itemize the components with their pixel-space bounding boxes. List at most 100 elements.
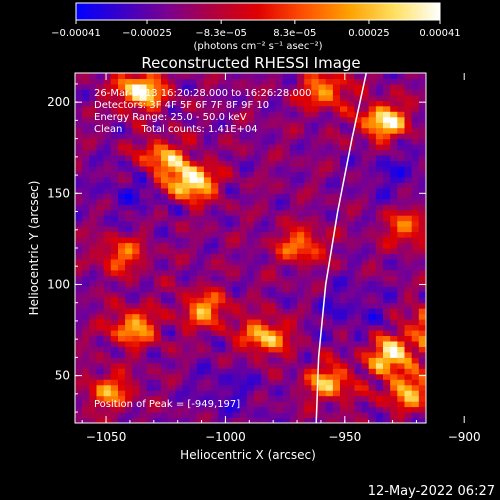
- heatmap-cell: [418, 138, 426, 145]
- heatmap-cell: [182, 133, 191, 140]
- heatmap-cell: [89, 94, 97, 101]
- heatmap-cell: [146, 144, 155, 151]
- heatmap-cell: [118, 237, 126, 244]
- heatmap-cell: [368, 193, 377, 200]
- heatmap-cell: [383, 122, 391, 129]
- heatmap-cell: [246, 231, 255, 238]
- heatmap-cell: [82, 116, 90, 123]
- heatmap-cell: [103, 417, 112, 423]
- heatmap-cell: [325, 89, 334, 96]
- heatmap-cell: [397, 395, 405, 402]
- heatmap-cell: [189, 204, 198, 211]
- heatmap-cell: [132, 111, 140, 118]
- heatmap-cell: [411, 149, 420, 156]
- heatmap-cell: [96, 379, 105, 386]
- heatmap-cell: [153, 319, 162, 326]
- heatmap-cell: [268, 73, 277, 79]
- heatmap-cell: [225, 176, 234, 183]
- heatmap-cell: [375, 160, 384, 167]
- heatmap-cell: [354, 187, 363, 194]
- heatmap-cell: [196, 94, 205, 101]
- heatmap-cell: [110, 138, 119, 145]
- heatmap-cell: [418, 330, 426, 336]
- heatmap-cell: [325, 204, 334, 211]
- heatmap-cell: [404, 373, 413, 380]
- footer-date: 12-May-2022 06:27: [368, 484, 495, 499]
- heatmap-cell: [203, 412, 212, 419]
- heatmap-cell: [354, 390, 363, 397]
- heatmap-cell: [246, 166, 255, 172]
- heatmap-cell: [82, 111, 90, 118]
- heatmap-cell: [125, 324, 133, 331]
- heatmap-cell: [304, 330, 312, 336]
- heatmap-cell: [340, 341, 348, 347]
- heatmap-cell: [239, 100, 248, 107]
- heatmap-cell: [282, 351, 291, 358]
- heatmap-cell: [375, 111, 384, 118]
- x-tick-label: −950: [328, 430, 361, 444]
- heatmap-cell: [118, 209, 126, 216]
- heatmap-cell: [289, 286, 298, 293]
- heatmap-cell: [196, 105, 205, 112]
- heatmap-cell: [89, 313, 97, 320]
- heatmap-cell: [189, 319, 198, 326]
- heatmap-cell: [318, 417, 327, 423]
- heatmap-cell: [218, 220, 226, 227]
- heatmap-cell: [418, 122, 426, 129]
- heatmap-cell: [268, 248, 277, 254]
- heatmap-cell: [361, 253, 370, 260]
- heatmap-cell: [118, 226, 126, 233]
- heatmap-cell: [189, 264, 198, 271]
- heatmap-cell: [332, 390, 341, 397]
- heatmap-cell: [82, 138, 90, 145]
- heatmap-cell: [146, 138, 155, 145]
- heatmap-cell: [96, 138, 105, 145]
- heatmap-cell: [153, 89, 162, 96]
- heatmap-cell: [354, 149, 363, 156]
- heatmap-cell: [297, 401, 305, 408]
- heatmap-cell: [110, 193, 119, 200]
- heatmap-cell: [390, 258, 398, 265]
- heatmap-cell: [254, 149, 262, 156]
- heatmap-cell: [182, 335, 191, 342]
- heatmap-cell: [347, 313, 355, 320]
- heatmap-cell: [132, 406, 140, 413]
- heatmap-cell: [161, 187, 169, 194]
- heatmap-cell: [161, 220, 169, 227]
- heatmap-cell: [153, 149, 162, 156]
- heatmap-cell: [325, 248, 334, 254]
- heatmap-cell: [239, 209, 248, 216]
- heatmap-cell: [411, 111, 420, 118]
- heatmap-cell: [239, 362, 248, 369]
- heatmap-cell: [125, 417, 133, 423]
- heatmap-cell: [125, 412, 133, 419]
- heatmap-cell: [196, 302, 205, 309]
- heatmap-cell: [254, 176, 262, 183]
- heatmap-cell: [246, 122, 255, 129]
- heatmap-cell: [275, 231, 284, 238]
- heatmap-cell: [96, 335, 105, 342]
- heatmap-cell: [361, 171, 370, 178]
- heatmap-cell: [261, 324, 269, 331]
- heatmap-cell: [125, 253, 133, 260]
- heatmap-cell: [232, 133, 241, 140]
- heatmap-cell: [297, 308, 305, 315]
- heatmap-cell: [153, 286, 162, 293]
- heatmap-cell: [318, 237, 327, 244]
- heatmap-cell: [211, 204, 219, 211]
- heatmap-cell: [347, 330, 355, 336]
- heatmap-cell: [268, 237, 277, 244]
- heatmap-cell: [203, 384, 212, 391]
- heatmap-cell: [289, 319, 298, 326]
- heatmap-cell: [390, 83, 398, 90]
- heatmap-cell: [168, 362, 176, 369]
- heatmap-cell: [368, 406, 377, 413]
- heatmap-cell: [118, 133, 126, 140]
- heatmap-cell: [297, 368, 305, 375]
- heatmap-cell: [383, 351, 391, 358]
- heatmap-cell: [125, 220, 133, 227]
- heatmap-cell: [332, 83, 341, 90]
- heatmap-cell: [110, 357, 119, 364]
- heatmap-cell: [390, 193, 398, 200]
- heatmap-cell: [132, 122, 140, 129]
